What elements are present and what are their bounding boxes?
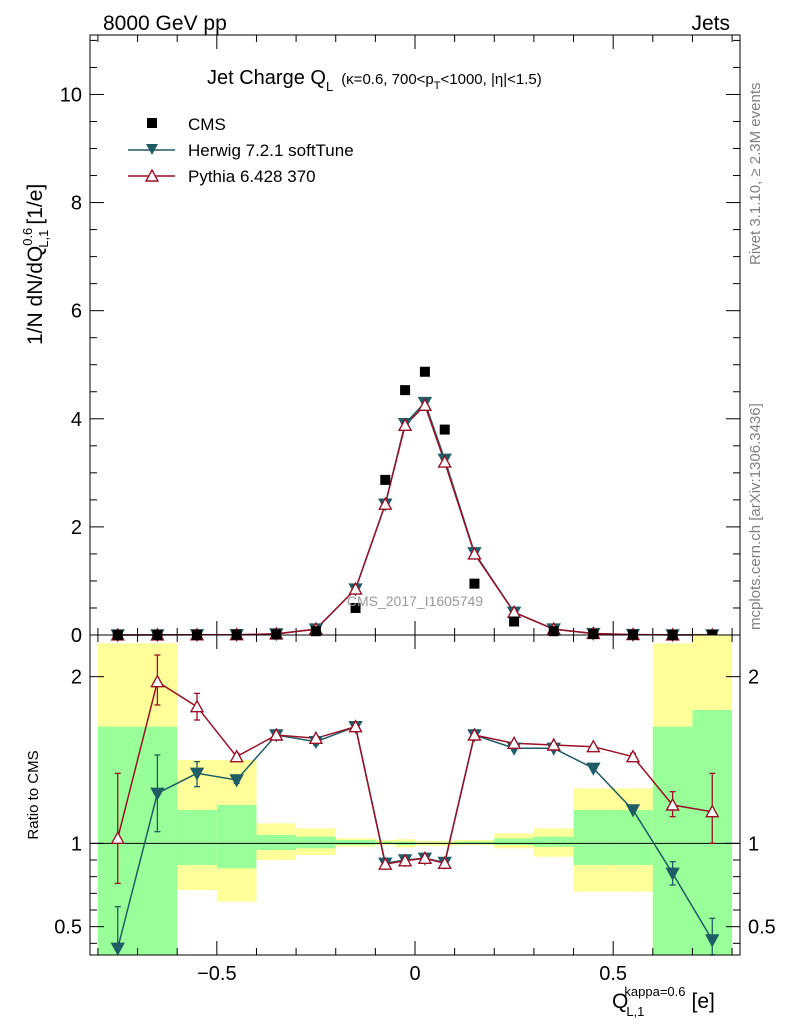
y-tick-label: 10 <box>60 84 82 106</box>
ratio-y-tick-label-right: 0.5 <box>748 917 776 939</box>
ratio-x-tick-label: 0.5 <box>599 963 627 985</box>
herwig-ratio-point <box>665 867 680 881</box>
category-label: Jets <box>691 12 730 35</box>
legend-cms-marker <box>147 118 157 128</box>
cms-point <box>548 626 559 637</box>
cms-point <box>350 602 361 613</box>
herwig-ratio-point <box>189 767 205 781</box>
legend: CMS Herwig 7.2.1 softTune Pythia 6.428 3… <box>128 115 354 186</box>
legend-pythia-label: Pythia 6.428 370 <box>188 167 316 186</box>
uncertainty-band-green <box>573 810 614 865</box>
pythia-ratio-point <box>437 855 452 870</box>
ratio-ylabel: Ratio to CMS <box>25 750 42 839</box>
y-tick-label: 4 <box>71 409 82 431</box>
uncertainty-band-green <box>256 835 297 850</box>
pythia-ratio-point <box>378 856 393 870</box>
pythia-ratio-point <box>150 674 165 688</box>
pythia-ratio-point <box>417 850 433 865</box>
pythia-ratio-point <box>625 749 641 763</box>
cms-point <box>439 424 450 435</box>
uncertainty-band-green <box>216 805 257 869</box>
uncertainty-band-green <box>613 810 653 865</box>
pythia-point <box>467 546 482 560</box>
ratio-plot: 0.5 0.5 1 1 2 2 −0.5 0 0.5 Ratio to CMS QL,1kapp… <box>25 634 776 1019</box>
pythia-ratio-point <box>506 735 522 750</box>
cms-point <box>469 578 480 589</box>
ratio-y-tick-label: 0.5 <box>54 917 82 939</box>
ratio-y-tick-label-right: 1 <box>748 833 759 855</box>
cms-point <box>509 616 520 627</box>
uncertainty-band-green <box>375 841 396 844</box>
main-plot-ticks: 0 2 4 6 8 10 <box>60 35 740 647</box>
pythia-ratio-point <box>586 739 601 753</box>
herwig-ratio-point <box>705 934 720 948</box>
rivet-label: Rivet 3.1.10, ≥ 2.3M events <box>747 83 764 266</box>
uncertainty-band-green <box>296 836 336 849</box>
y-tick-label: 8 <box>71 193 82 215</box>
ratio-xlabel: QL,1kappa=0.6 [e] <box>612 984 715 1019</box>
ratio-bands <box>97 635 733 955</box>
ratio-y-tick-label: 2 <box>71 667 82 689</box>
cms-point <box>380 474 391 485</box>
cms-point <box>419 366 430 377</box>
main-ylabel: 1/N dN/dQ0.6L,1[1/e] <box>20 184 51 345</box>
pythia-ratio-point <box>189 699 205 713</box>
pythia-ratio-point <box>397 853 413 867</box>
cms-point <box>271 629 282 640</box>
pythia-ratio-line <box>116 680 713 866</box>
uncertainty-band-green <box>97 726 178 955</box>
cms-point <box>400 385 411 396</box>
uncertainty-band-green <box>177 810 217 865</box>
legend-pythia-marker <box>144 168 160 182</box>
ratio-x-tick-label: 0 <box>409 963 420 985</box>
pythia-ratio-point <box>229 749 244 763</box>
pythia-point <box>417 397 433 411</box>
ratio-y-tick-label: 1 <box>71 833 82 855</box>
analysis-watermark: CMS_2017_I1605749 <box>347 593 483 609</box>
pythia-ratio-point <box>546 737 561 751</box>
ratio-plot-ticks: 0.5 0.5 1 1 2 2 −0.5 0 0.5 <box>54 635 776 985</box>
ratio-curves <box>110 654 720 956</box>
plot-title: Jet Charge QL (κ=0.6, 700<pT<1000, |η|<1.… <box>207 67 542 94</box>
pythia-ratio-point <box>110 830 125 845</box>
legend-herwig-label: Herwig 7.2.1 softTune <box>188 141 354 160</box>
herwig-ratio-point <box>229 774 244 788</box>
uncertainty-band-green <box>533 836 574 847</box>
ratio-x-tick-label: −0.5 <box>197 963 236 985</box>
ratio-y-tick-label-right: 2 <box>748 667 759 689</box>
uncertainty-band-green <box>494 838 534 845</box>
y-tick-label: 0 <box>71 625 82 647</box>
herwig-ratio-point <box>110 942 125 956</box>
y-tick-label: 2 <box>71 517 82 539</box>
pythia-ratio-point <box>467 727 482 741</box>
herwig-ratio-point <box>150 787 165 801</box>
energy-label: 8000 GeV pp <box>103 12 227 35</box>
cms-point <box>588 629 599 640</box>
pythia-ratio-point <box>269 727 284 741</box>
mcplots-label: mcplots.cern.ch [arXiv:1306.3436] <box>747 403 764 630</box>
main-plot: 0 2 4 6 8 10 CMS_2017_I1605749 Jet Charge QL(… <box>20 34 741 647</box>
pythia-ratio-point <box>665 797 680 811</box>
pythia-point <box>397 417 413 431</box>
uncertainty-band-green <box>652 726 693 955</box>
cms-point <box>310 626 321 637</box>
herwig-ratio-point <box>625 804 641 818</box>
pythia-ratio-point <box>308 730 324 745</box>
pythia-ratio-point <box>705 804 720 818</box>
legend-cms-label: CMS <box>188 115 226 134</box>
pythia-ratio-point <box>348 719 363 733</box>
uncertainty-band-green <box>335 840 376 845</box>
pythia-point <box>348 581 363 595</box>
pythia-point <box>378 496 393 510</box>
pythia-point <box>437 454 452 468</box>
y-tick-label: 6 <box>71 301 82 323</box>
herwig-ratio-point <box>586 762 601 776</box>
legend-herwig-marker <box>146 144 158 155</box>
